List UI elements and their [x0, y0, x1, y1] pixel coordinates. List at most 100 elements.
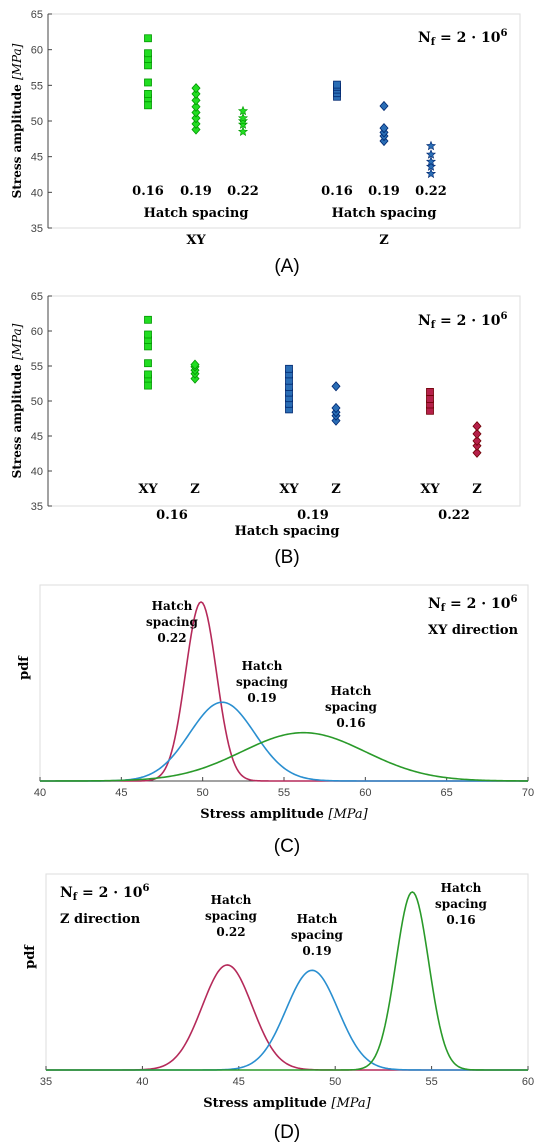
- curve-label-line: 0.19: [302, 944, 331, 958]
- star-marker: [237, 119, 249, 129]
- panel-c-curve-label-red: Hatch spacing 0.22: [146, 599, 199, 645]
- curve-label-line: 0.19: [247, 691, 276, 705]
- pdf-curve: [46, 964, 528, 1071]
- diamond-marker: [472, 421, 482, 432]
- panel-d-curve-label-blue: Hatch spacing 0.19: [291, 912, 344, 958]
- diamond-marker: [191, 88, 201, 99]
- square-marker: [426, 394, 434, 403]
- x-tick-label: 40: [136, 1076, 148, 1088]
- y-tick-label: 60: [31, 45, 43, 57]
- panel-a-group-label: Z: [379, 233, 389, 248]
- panel-c-direction: XY direction: [428, 623, 519, 638]
- diamond-marker: [191, 107, 201, 118]
- panel-c-curves: [40, 601, 528, 782]
- panel-c-annotation: Nf = 2 · 106: [428, 594, 517, 614]
- diamond-marker: [472, 428, 482, 440]
- curve-label-line: spacing: [325, 700, 378, 714]
- x-tick-label: 65: [441, 787, 453, 799]
- x-tick-label: 50: [329, 1076, 341, 1088]
- panel-b-direction-label: Z: [331, 482, 341, 497]
- diamond-marker: [379, 100, 389, 112]
- x-tick-label: 55: [425, 1076, 437, 1088]
- curve-label-line: 0.16: [336, 716, 365, 730]
- panel-d-curve-label-green: Hatch spacing 0.16: [435, 881, 488, 927]
- panel-a-tick-label: 0.19: [180, 184, 212, 199]
- pdf-curve: [40, 731, 528, 782]
- diamond-marker: [191, 83, 201, 94]
- star-marker: [237, 112, 249, 123]
- curve-label-line: Hatch: [211, 893, 252, 907]
- square-marker: [144, 359, 152, 368]
- y-tick-label: 65: [31, 291, 43, 303]
- panel-d-curve-label-red: Hatch spacing 0.22: [205, 893, 258, 939]
- panel-d-x-ticks: 35 40 45 50 55 60: [40, 1066, 534, 1088]
- square-marker: [285, 364, 293, 373]
- y-tick-label: 60: [31, 326, 43, 338]
- diamond-marker: [331, 381, 341, 392]
- curve-label-line: Hatch: [297, 912, 338, 926]
- panel-a-tick-label: 0.19: [368, 184, 400, 199]
- panel-b-tick-label: 0.19: [297, 508, 329, 523]
- curve-label-line: 0.22: [216, 925, 245, 939]
- curve-label-line: Hatch: [242, 659, 283, 673]
- panel-b-ylabel: Stress amplitude [MPa]: [10, 323, 24, 478]
- x-tick-label: 70: [522, 787, 534, 799]
- panel-a-annotation: Nf = 2 · 106: [418, 28, 507, 48]
- panel-d-xlabel: Stress amplitude [MPa]: [203, 1096, 371, 1111]
- square-marker: [144, 370, 152, 379]
- panel-a-label: (A): [274, 256, 299, 277]
- y-tick-label: 50: [31, 396, 43, 408]
- panel-d: 35 40 45 50 55 60 pdf Stress amplitude [MPa] …: [23, 873, 534, 1143]
- curve-label-line: spacing: [146, 615, 199, 629]
- panel-b-marks: [144, 315, 482, 458]
- star-marker: [425, 168, 437, 179]
- panel-a-tick-label: 0.16: [321, 184, 353, 199]
- y-tick-label: 50: [31, 116, 43, 128]
- panel-a-tick-label: 0.16: [132, 184, 164, 199]
- panel-d-direction: Z direction: [60, 912, 141, 927]
- star-marker: [237, 115, 249, 126]
- square-marker: [426, 387, 434, 396]
- curve-label-line: spacing: [205, 909, 258, 923]
- pdf-curve: [46, 969, 528, 1071]
- panel-b-direction-label: Z: [472, 482, 482, 497]
- x-tick-label: 45: [233, 1076, 245, 1088]
- x-tick-label: 60: [359, 787, 371, 799]
- curve-label-line: Hatch: [152, 599, 193, 613]
- panel-b-direction-label: XY: [420, 482, 440, 497]
- star-marker: [425, 140, 437, 151]
- curve-label-line: spacing: [291, 928, 344, 942]
- panel-c-curve-label-blue: Hatch spacing 0.19: [236, 659, 289, 705]
- star-marker: [425, 149, 437, 159]
- panel-b-annotation: Nf = 2 · 106: [418, 311, 507, 331]
- diamond-marker: [191, 118, 201, 129]
- panel-d-label: (D): [274, 1122, 300, 1143]
- y-tick-label: 40: [31, 466, 43, 478]
- x-tick-label: 45: [115, 787, 127, 799]
- square-marker: [144, 315, 152, 324]
- panel-a-tick-label: 0.22: [227, 184, 259, 199]
- panel-a-tick-label: 0.22: [415, 184, 447, 199]
- x-tick-label: 35: [40, 1076, 52, 1088]
- square-marker: [144, 34, 152, 43]
- panel-b-direction-label: Z: [190, 482, 200, 497]
- square-marker: [333, 80, 341, 89]
- star-marker: [237, 126, 249, 136]
- y-tick-label: 65: [31, 9, 43, 21]
- diamond-marker: [379, 123, 389, 134]
- panel-a-y-ticks: 35 40 45 50 55 60 65: [31, 9, 52, 235]
- diamond-marker: [191, 101, 201, 112]
- diamond-marker: [331, 402, 341, 414]
- panel-a-group-axis-label: Hatch spacing: [332, 206, 437, 221]
- diamond-marker: [190, 359, 200, 370]
- curve-label-line: spacing: [435, 897, 488, 911]
- square-marker: [144, 49, 152, 58]
- panel-c-curve-label-green: Hatch spacing 0.16: [325, 684, 378, 730]
- y-tick-label: 35: [31, 501, 43, 513]
- pdf-curve: [46, 891, 528, 1071]
- curve-label-line: 0.22: [157, 631, 186, 645]
- y-tick-label: 55: [31, 361, 43, 373]
- panel-c-xlabel: Stress amplitude [MPa]: [200, 807, 368, 822]
- diamond-marker: [472, 435, 482, 447]
